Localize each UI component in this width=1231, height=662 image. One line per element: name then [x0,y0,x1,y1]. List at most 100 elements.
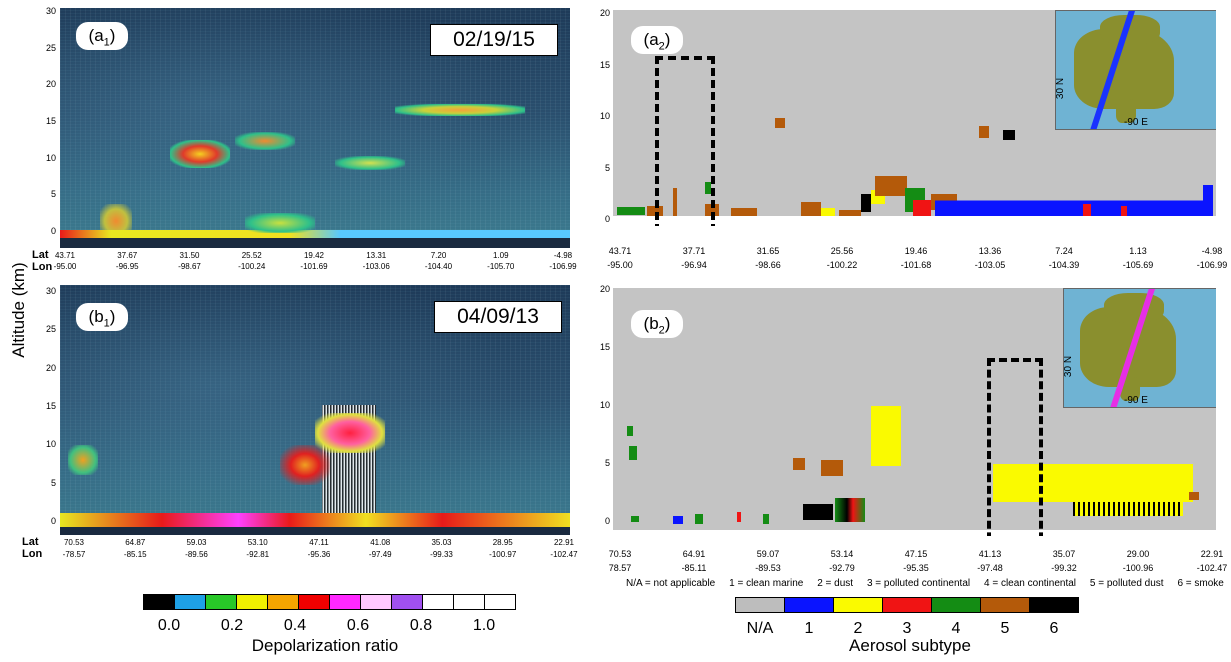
panel-a2-aerosol-subtype: (a2) 30 N -90 E [613,10,1216,226]
x-tick-lon: -95.35 [903,563,929,573]
colorbar-tick-label: 1 [804,620,814,637]
x-tick-lon: -100.22 [826,260,858,270]
y-tick-label: 10 [45,439,56,450]
y-tick-label: 0 [604,516,610,526]
x-tick-lat: 22.91 [553,538,575,547]
x-tick-lat: 37.67 [117,251,138,260]
colorbar-swatch [931,597,981,613]
x-tick-lon: -103.05 [974,260,1006,270]
a1-lat-row-label: Lat [32,249,49,261]
colorbar-swatch [391,594,423,610]
y-tick-label: 5 [50,189,56,200]
x-tick-lon: -106.99 [1196,260,1228,270]
y-tick-label: 20 [45,79,56,90]
x-tick-lat: 35.03 [431,538,452,547]
colorbar-swatch [453,594,485,610]
y-tick-label: 5 [604,458,610,468]
colorbar-swatch [236,594,268,610]
x-tick-lon: -95.00 [607,260,633,270]
y-tick-label: 30 [45,6,56,16]
x-tick-lon: -99.33 [430,550,453,559]
depolarization-colorbar-label: Depolarization ratio [251,636,399,655]
b2-dashed-highlight-box [987,358,1043,536]
b2-map-lat-label: 30 N [1063,355,1075,378]
x-tick-lon: -104.39 [1048,260,1080,270]
colorbar-swatch [484,594,516,610]
x-tick-lon: -99.32 [1051,563,1077,573]
x-tick-lat: 29.00 [1126,549,1150,559]
x-tick-lon: -106.99 [549,262,577,271]
x-tick-lat: 22.91 [1200,549,1224,559]
x-tick-lon: -104.40 [424,262,453,271]
x-tick-lat: 43.71 [608,246,632,256]
colorbar-swatch [1029,597,1079,613]
x-tick-lat: 31.65 [756,246,780,256]
b2-map-lon-label: -90 E [1124,395,1148,406]
y-tick-label: 15 [599,342,610,352]
x-tick-lat: 70.53 [63,538,85,547]
x-tick-lat: 31.50 [179,251,200,260]
a2-map-lat-label: 30 N [1055,77,1067,100]
x-tick-lon: -89.56 [185,550,208,559]
b1-lat-row-label: Lat [22,536,39,548]
subtype-legend-text: N/A = not applicable 1 = clean marine 2 … [626,578,1224,589]
x-tick-lon: -100.97 [489,550,517,559]
x-tick-lon: -105.70 [487,262,515,271]
x-tick-lat: 25.52 [241,251,262,260]
panel-b2-aerosol-subtype: (b2) 30 N -90 E [613,288,1216,536]
x-tick-lat: 19.42 [303,251,325,260]
x-tick-lat: -4.98 [1201,246,1223,256]
colorbar-tick-label: 0.8 [409,617,433,634]
x-tick-lat: 59.07 [756,549,780,559]
aerosol-subtype-colorbar-label: Aerosol subtype [849,636,971,655]
x-tick-lat: 28.95 [492,538,513,547]
x-tick-lat: 53.14 [830,549,854,559]
y-tick-label: 20 [599,284,610,294]
x-tick-lon: -98.66 [755,260,781,270]
x-tick-lat: 53.10 [247,538,268,547]
b2-inset-map: 30 N -90 E [1063,288,1216,408]
x-tick-lon: -85.11 [681,563,707,573]
colorbar-swatch [980,597,1030,613]
y-tick-label: 30 [45,286,56,296]
x-tick-lon: -89.53 [755,563,781,573]
colorbar-swatch [329,594,361,610]
x-tick-lon: -85.15 [123,550,147,559]
x-tick-lon: -101.68 [900,260,932,270]
colorbar-swatch [143,594,175,610]
x-tick-lon: -100.24 [238,262,266,271]
y-tick-label: 10 [599,111,610,121]
colorbar-swatch [205,594,237,610]
b1-lon-row-label: Lon [22,548,43,560]
colorbar-swatch [833,597,883,613]
x-tick-lat: 25.56 [830,246,854,256]
a1-panel-label: (a1) [76,22,128,50]
colorbar-tick-label: 6 [1049,620,1059,637]
y-tick-label: 5 [604,162,610,173]
x-tick-lon: -103.06 [362,262,390,271]
x-tick-lon: -95.36 [307,550,331,559]
colorbar-swatch [360,594,392,610]
x-tick-lon: -95.00 [53,262,77,271]
x-tick-lat: 47.15 [904,549,928,559]
y-tick-label: 5 [50,477,56,488]
y-tick-label: 20 [45,362,56,373]
x-tick-lat: 1.09 [492,251,509,260]
x-tick-lon: -105.69 [1122,260,1154,270]
colorbar-swatch [298,594,330,610]
x-tick-lon: -100.96 [1122,563,1154,573]
x-tick-lon: -96.94 [681,260,707,270]
x-tick-lon: -101.69 [300,262,328,271]
colorbar-swatch [735,597,785,613]
y-tick-label: 25 [45,324,56,335]
x-tick-lon: -98.67 [178,262,201,271]
colorbar-tick-label: 4 [951,620,961,637]
colorbar-tick-label: 5 [1000,620,1010,637]
colorbar-swatch [882,597,932,613]
a1-lon-row-label: Lon [32,261,53,273]
colorbar-swatch [174,594,206,610]
colorbar-tick-label: 1.0 [472,617,496,634]
x-tick-lat: 59.03 [186,538,207,547]
a2-map-lon-label: -90 E [1124,117,1148,128]
x-tick-lat: -4.98 [553,251,573,260]
